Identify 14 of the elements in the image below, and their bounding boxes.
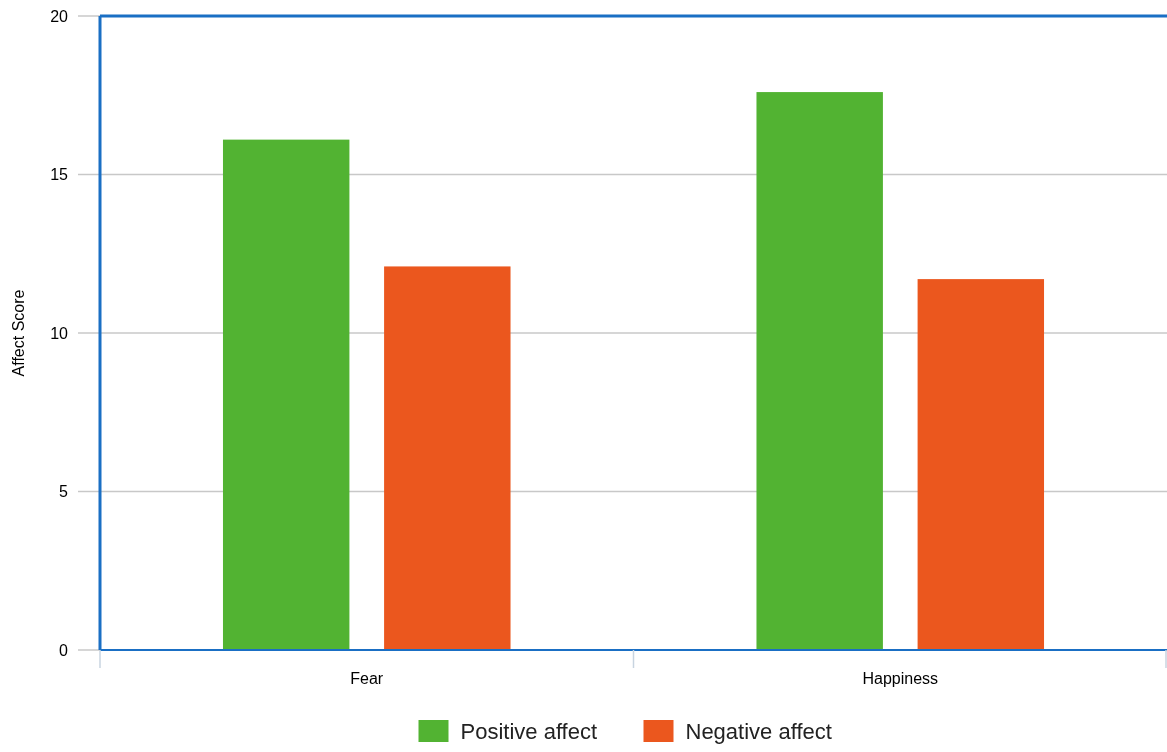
y-tick-label: 5 (59, 483, 69, 501)
y-tick-label: 0 (59, 641, 69, 659)
bar (222, 139, 350, 650)
x-tick-label: Happiness (862, 670, 939, 687)
bar (384, 266, 511, 650)
y-tick-label: 10 (50, 324, 69, 342)
y-axis-title: Affect Score (10, 289, 27, 377)
bar (917, 279, 1045, 650)
x-tick-label: Fear (350, 670, 384, 687)
bar (756, 92, 883, 650)
legend-label: Positive affect (460, 719, 598, 744)
y-tick-label: 20 (50, 7, 69, 25)
legend-label: Negative affect (685, 719, 832, 744)
y-tick-label: 15 (50, 166, 69, 184)
